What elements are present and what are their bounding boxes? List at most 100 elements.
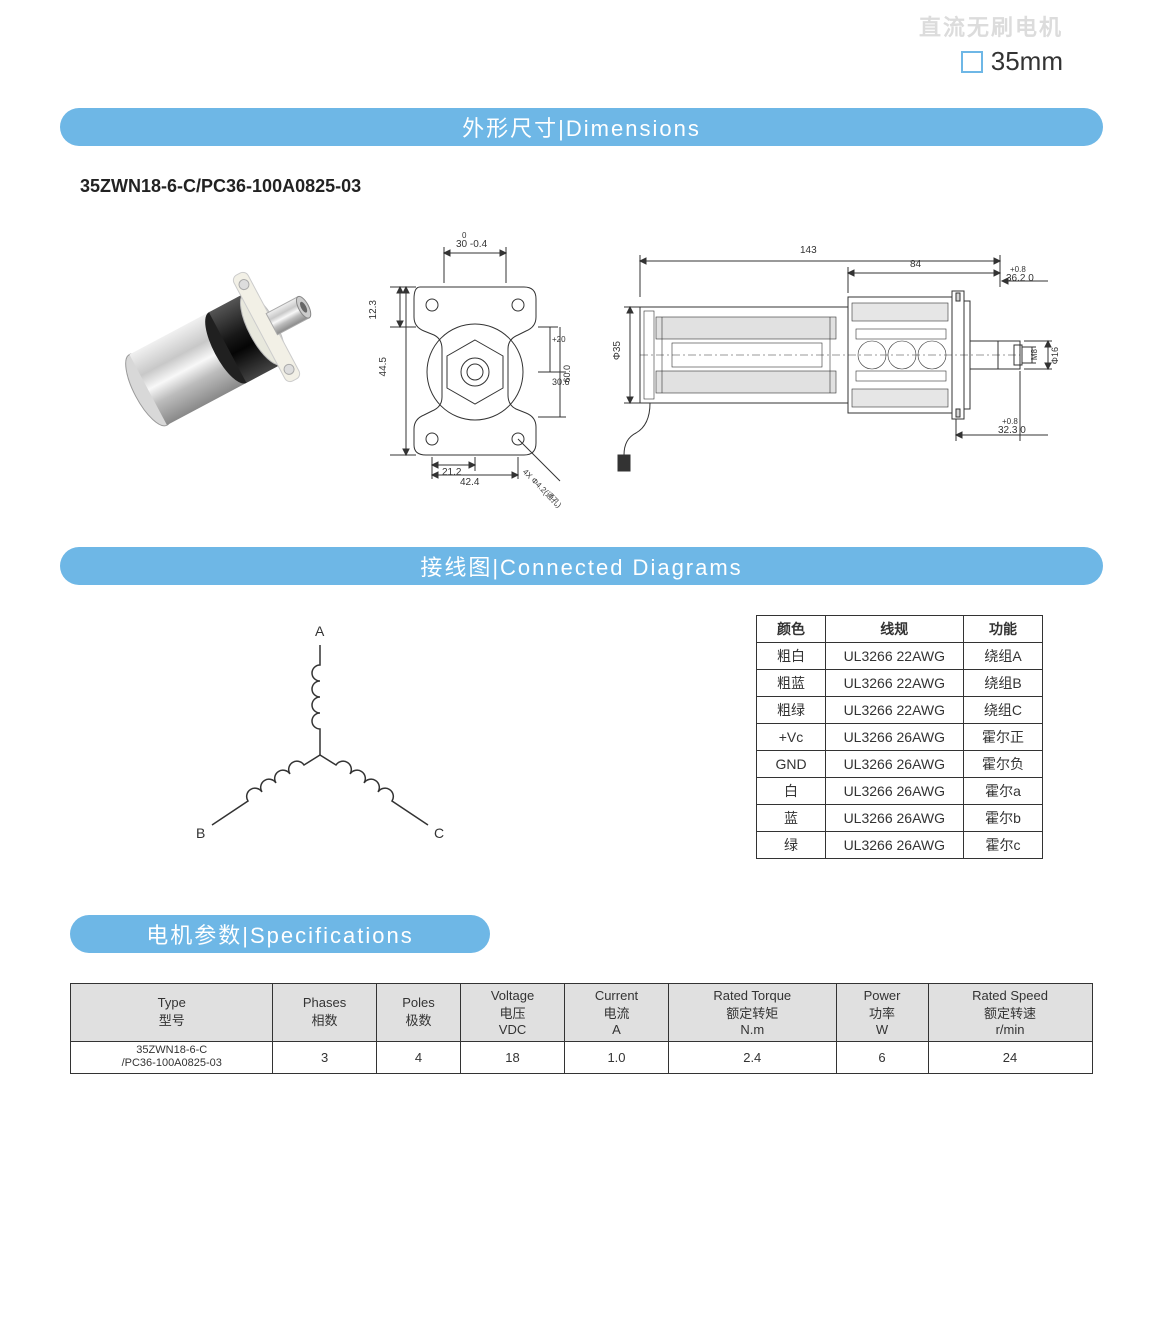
dim-212: 21.2 bbox=[442, 467, 461, 478]
wire-table: 颜色 线规 功能 粗白UL3266 22AWG绕组A 粗蓝UL3266 22AW… bbox=[756, 615, 1043, 859]
spec-th-type: Type型号 bbox=[71, 983, 273, 1041]
wire-cell: +Vc bbox=[757, 723, 825, 750]
wire-cell: UL3266 22AWG bbox=[825, 642, 963, 669]
section-header-specs-label: 电机参数|Specifications bbox=[146, 918, 413, 950]
section-header-specs: 电机参数|Specifications bbox=[70, 915, 490, 953]
size-badge: 35mm bbox=[961, 46, 1063, 77]
wire-cell: 绿 bbox=[757, 831, 825, 858]
dim-323: 32.3 0 bbox=[998, 425, 1026, 436]
front-view-drawing: 0 30 -0.4 12.3 44.5 21.2 42.4 4X Φ4.2(通孔… bbox=[360, 227, 580, 487]
motor-photo bbox=[80, 237, 340, 477]
wire-th-color: 颜色 bbox=[757, 615, 825, 642]
wire-cell: GND bbox=[757, 750, 825, 777]
wire-cell: 绕组A bbox=[964, 642, 1043, 669]
wire-cell: 白 bbox=[757, 777, 825, 804]
wire-cell: UL3266 26AWG bbox=[825, 723, 963, 750]
spec-cell-torque: 2.4 bbox=[668, 1041, 836, 1073]
spec-th-poles: Poles极数 bbox=[377, 983, 461, 1041]
spec-th-en: Rated Torque bbox=[675, 988, 830, 1003]
spec-header-row: Type型号 Phases相数 Poles极数 Voltage电压VDC Cur… bbox=[71, 983, 1092, 1041]
spec-cell-poles: 4 bbox=[377, 1041, 461, 1073]
top-right-block: 直流无刷电机 35mm bbox=[60, 10, 1103, 78]
spec-th-power: Power功率W bbox=[836, 983, 928, 1041]
wire-cell: 霍尔正 bbox=[964, 723, 1043, 750]
wire-cell: UL3266 26AWG bbox=[825, 777, 963, 804]
wire-th-func: 功能 bbox=[964, 615, 1043, 642]
spec-th-cn: 功率 bbox=[843, 1003, 922, 1022]
section-header-dimensions: 外形尺寸|Dimensions bbox=[60, 108, 1103, 146]
spec-th-cn: 额定转速 bbox=[935, 1003, 1086, 1022]
spec-cell-current: 1.0 bbox=[565, 1041, 669, 1073]
wye-diagram: A B C bbox=[140, 615, 500, 875]
dim-d35: Φ35 bbox=[612, 341, 623, 360]
wire-cell: 霍尔a bbox=[964, 777, 1043, 804]
wire-row: GNDUL3266 26AWG霍尔负 bbox=[757, 750, 1043, 777]
wire-cell: 粗绿 bbox=[757, 696, 825, 723]
dim-143: 143 bbox=[800, 245, 817, 256]
wire-cell: 粗白 bbox=[757, 642, 825, 669]
spec-th-en: Power bbox=[843, 988, 922, 1003]
wire-cell: 绕组B bbox=[964, 669, 1043, 696]
dim-362: 36.2 0 bbox=[1006, 273, 1034, 284]
wire-row: 蓝UL3266 26AWG霍尔b bbox=[757, 804, 1043, 831]
spec-th-torque: Rated Torque额定转矩N.m bbox=[668, 983, 836, 1041]
wire-row: 粗白UL3266 22AWG绕组A bbox=[757, 642, 1043, 669]
dim-m8: M8 bbox=[1030, 349, 1039, 360]
spec-th-en: Type bbox=[77, 995, 266, 1010]
wye-label-a: A bbox=[315, 623, 324, 639]
wire-cell: 霍尔b bbox=[964, 804, 1043, 831]
wire-row: +VcUL3266 26AWG霍尔正 bbox=[757, 723, 1043, 750]
spec-data-row: 35ZWN18-6-C /PC36-100A0825-03 3 4 18 1.0… bbox=[71, 1041, 1092, 1073]
wire-cell: 霍尔c bbox=[964, 831, 1043, 858]
faded-category-text: 直流无刷电机 bbox=[60, 10, 1063, 42]
spec-th-unit: VDC bbox=[467, 1022, 558, 1037]
wire-cell: 蓝 bbox=[757, 804, 825, 831]
wire-cell: 粗蓝 bbox=[757, 669, 825, 696]
wye-label-c: C bbox=[434, 825, 444, 841]
dim-424: 42.4 bbox=[460, 477, 479, 488]
dimensions-area: 0 30 -0.4 12.3 44.5 21.2 42.4 4X Φ4.2(通孔… bbox=[60, 227, 1103, 487]
wire-row: 绿UL3266 26AWG霍尔c bbox=[757, 831, 1043, 858]
wire-cell: 霍尔负 bbox=[964, 750, 1043, 777]
spec-th-en: Current bbox=[571, 988, 662, 1003]
spec-th-cn: 极数 bbox=[383, 1010, 454, 1029]
connected-area: A B C 颜色 线规 功能 粗白UL3266 22AWG绕组A 粗蓝UL326… bbox=[60, 615, 1103, 875]
section-header-connected-label: 接线图|Connected Diagrams bbox=[420, 550, 742, 582]
wire-row: 粗绿UL3266 22AWG绕组C bbox=[757, 696, 1043, 723]
wire-table-header-row: 颜色 线规 功能 bbox=[757, 615, 1043, 642]
wire-cell: UL3266 26AWG bbox=[825, 804, 963, 831]
spec-th-cn: 电压 bbox=[467, 1003, 558, 1022]
section-header-dimensions-label: 外形尺寸|Dimensions bbox=[462, 111, 701, 143]
wire-cell: UL3266 26AWG bbox=[825, 831, 963, 858]
part-number: 35ZWN18-6-C/PC36-100A0825-03 bbox=[80, 176, 1103, 197]
dim-84: 84 bbox=[910, 259, 921, 270]
side-view-drawing: 143 84 +0.8 36.2 0 Φ35 Φ16 M8 +0.8 32.3 … bbox=[600, 237, 1060, 477]
spec-th-cn: 相数 bbox=[279, 1010, 370, 1029]
spec-cell-voltage: 18 bbox=[461, 1041, 565, 1073]
wire-cell: 绕组C bbox=[964, 696, 1043, 723]
wye-label-b: B bbox=[196, 825, 205, 841]
section-header-connected: 接线图|Connected Diagrams bbox=[60, 547, 1103, 585]
spec-th-unit: W bbox=[843, 1022, 922, 1037]
spec-th-en: Rated Speed bbox=[935, 988, 1086, 1003]
spec-th-phases: Phases相数 bbox=[273, 983, 377, 1041]
spec-th-cn: 额定转矩 bbox=[675, 1003, 830, 1022]
spec-cell-model: 35ZWN18-6-C /PC36-100A0825-03 bbox=[71, 1041, 273, 1073]
wire-row: 白UL3266 26AWG霍尔a bbox=[757, 777, 1043, 804]
dim-30: 30 -0.4 bbox=[456, 239, 487, 250]
dim-123: 12.3 bbox=[368, 300, 379, 319]
spec-cell-power: 6 bbox=[836, 1041, 928, 1073]
spec-th-en: Phases bbox=[279, 995, 370, 1010]
spec-th-current: Current电流A bbox=[565, 983, 669, 1041]
size-square-icon bbox=[961, 51, 983, 73]
spec-cell-phases: 3 bbox=[273, 1041, 377, 1073]
wire-cell: UL3266 22AWG bbox=[825, 696, 963, 723]
wire-row: 粗蓝UL3266 22AWG绕组B bbox=[757, 669, 1043, 696]
dim-445: 44.5 bbox=[378, 357, 389, 376]
dim-306: 30.6 bbox=[552, 377, 570, 387]
spec-table: Type型号 Phases相数 Poles极数 Voltage电压VDC Cur… bbox=[70, 983, 1092, 1074]
spec-th-unit: N.m bbox=[675, 1022, 830, 1037]
wire-th-gauge: 线规 bbox=[825, 615, 963, 642]
spec-th-unit: r/min bbox=[935, 1022, 1086, 1037]
spec-th-unit: A bbox=[571, 1022, 662, 1037]
